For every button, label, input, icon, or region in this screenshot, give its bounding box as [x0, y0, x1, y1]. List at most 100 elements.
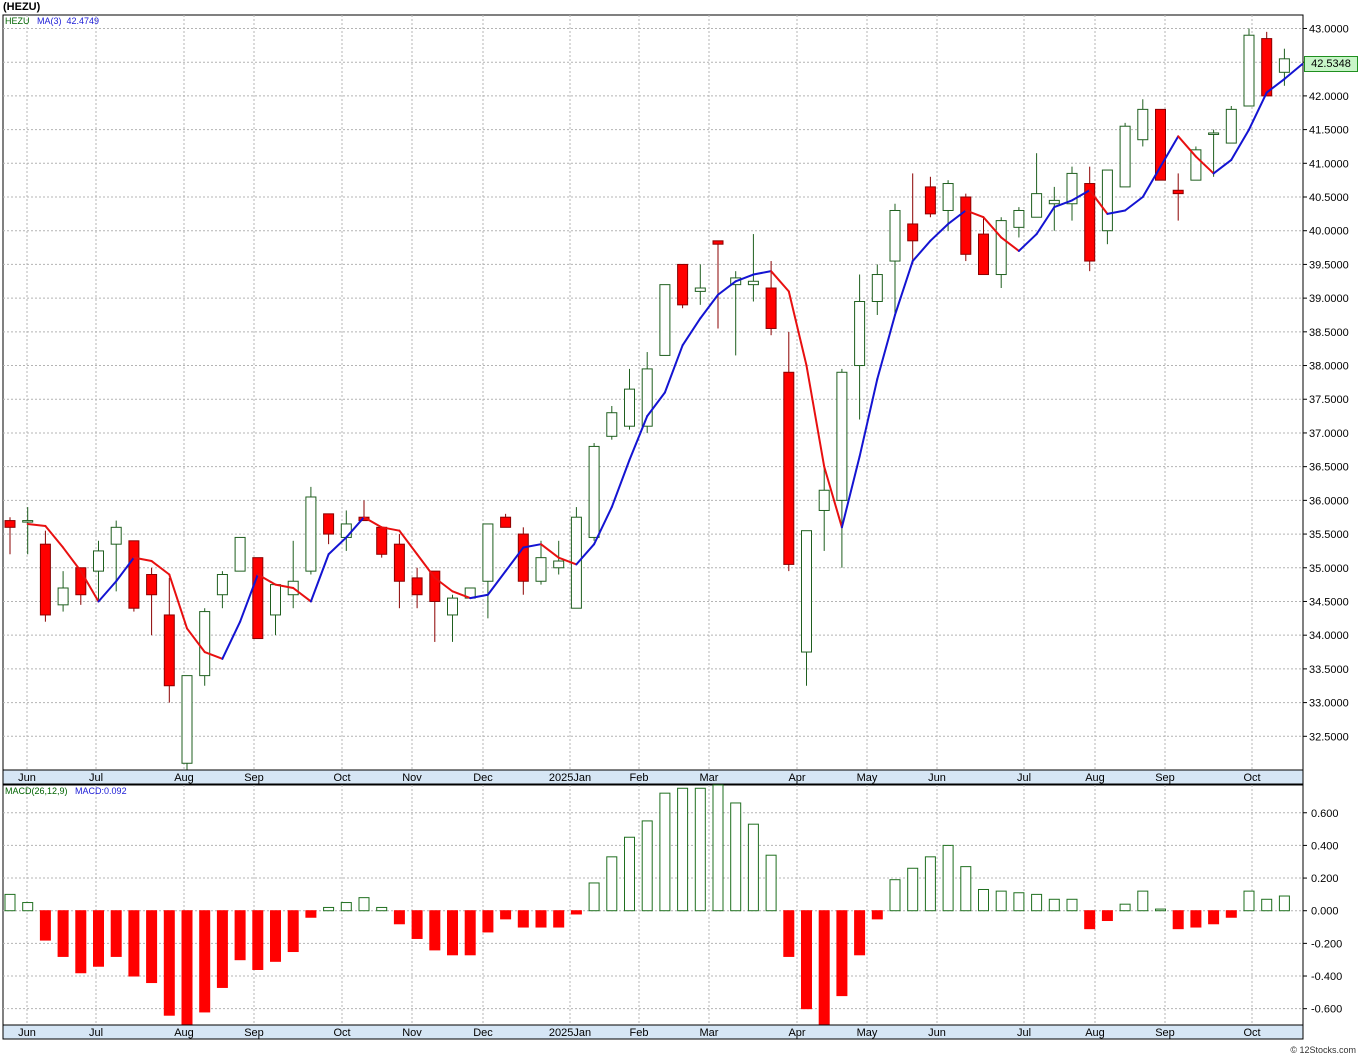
candle-body — [323, 513, 335, 535]
candle-body — [747, 280, 759, 286]
candle — [376, 526, 388, 558]
candle-body — [252, 557, 264, 640]
candle-body — [606, 412, 618, 437]
candle — [871, 264, 883, 315]
price-x-tick-label: Aug — [1085, 772, 1105, 784]
candle — [854, 274, 866, 420]
ma-segment — [1230, 128, 1250, 161]
candle — [93, 540, 104, 602]
macd-x-tick-label: Oct — [1243, 1027, 1260, 1039]
price-y-tick-label: 34.5000 — [1309, 596, 1349, 608]
ma-segment — [363, 516, 383, 529]
candle — [110, 520, 122, 592]
macd-bar — [393, 910, 405, 925]
ma-segment — [770, 270, 790, 293]
price-y-tick-label: 38.5000 — [1309, 327, 1349, 339]
price-y-tick-label: 38.0000 — [1309, 361, 1349, 373]
price-y-tick-label: 36.0000 — [1309, 495, 1349, 507]
macd-x-tick-label: Mar — [700, 1027, 719, 1039]
macd-bar — [535, 910, 547, 928]
macd-bar — [1172, 910, 1184, 930]
ma-segment — [150, 560, 171, 576]
macd-bar — [889, 879, 901, 912]
macd-bar — [801, 910, 812, 1010]
ma-segment — [575, 543, 596, 566]
ma-segment — [1000, 236, 1020, 252]
candle — [146, 567, 158, 636]
ma-segment — [805, 364, 826, 468]
candle — [4, 517, 16, 555]
macd-bar — [4, 893, 16, 912]
ma-segment — [1194, 155, 1215, 175]
macd-bar — [1208, 910, 1220, 925]
price-y-tick-label: 43.0000 — [1309, 23, 1349, 35]
macd-x-tick-label: Jul — [89, 1027, 103, 1039]
macd-bar — [553, 910, 565, 928]
ma-segment — [345, 516, 365, 539]
candle — [1101, 169, 1113, 245]
candle-body — [978, 233, 989, 276]
candle-body — [305, 496, 317, 572]
ma-segment — [433, 576, 454, 593]
macd-bar — [818, 910, 830, 1029]
macd-bar — [39, 910, 51, 941]
macd-bar — [694, 787, 706, 912]
macd-bar — [659, 792, 671, 912]
candle — [836, 368, 848, 568]
macd-bars — [4, 784, 1290, 1034]
price-x-tick-label: Aug — [174, 772, 194, 784]
ma-segment — [964, 209, 985, 219]
candle-body — [712, 240, 724, 245]
candle — [163, 577, 175, 703]
candle — [393, 534, 405, 609]
candle — [1119, 122, 1131, 188]
macd-bar — [1137, 890, 1149, 912]
legend-ma-label: MA(3) — [37, 16, 62, 26]
ma-segment — [274, 583, 295, 589]
ma-segment — [486, 570, 507, 596]
candle — [960, 193, 972, 262]
candle-body — [889, 209, 901, 262]
macd-bar — [747, 823, 759, 912]
ma-segment — [504, 546, 525, 573]
price-x-tick-label: Jul — [89, 772, 103, 784]
candle-body — [22, 520, 34, 523]
macd-y-tick-label: -0.200 — [1311, 938, 1342, 950]
candle-body — [765, 287, 777, 329]
candle — [818, 466, 830, 551]
candle — [1261, 31, 1273, 97]
price-x-tick-label: Mar — [700, 772, 719, 784]
candle — [907, 173, 919, 265]
candle — [801, 530, 812, 686]
candle-body — [1101, 169, 1113, 232]
macd-bar — [305, 910, 317, 918]
macd-bar — [978, 888, 989, 912]
ma-segment — [97, 580, 118, 603]
ma-segment — [734, 273, 755, 283]
candle — [641, 352, 653, 433]
ma-segment — [168, 573, 188, 630]
candle-body — [411, 577, 423, 596]
ma-segment — [62, 546, 82, 573]
macd-bar — [1278, 895, 1290, 912]
ma-segment — [327, 536, 348, 556]
candle — [889, 203, 901, 315]
ma-segment — [663, 344, 684, 394]
candle-body — [942, 183, 954, 211]
ma-segment — [929, 222, 950, 242]
candle-body — [216, 574, 228, 596]
candle-body — [393, 543, 405, 582]
price-x-tick-label: Jul — [1017, 772, 1031, 784]
candle-body — [1208, 132, 1220, 135]
candle — [1243, 28, 1255, 107]
candle — [252, 557, 264, 640]
candle-body — [1084, 183, 1096, 262]
price-x-tick-label: May — [857, 772, 878, 784]
macd-legend: MACD(26,12,9) MACD:0.092 — [5, 786, 127, 796]
candle — [1031, 153, 1043, 218]
candle — [747, 234, 759, 302]
candle-body — [39, 543, 51, 616]
macd-bar — [287, 910, 299, 953]
candle-body — [270, 584, 281, 616]
ma-segment — [1248, 91, 1268, 131]
